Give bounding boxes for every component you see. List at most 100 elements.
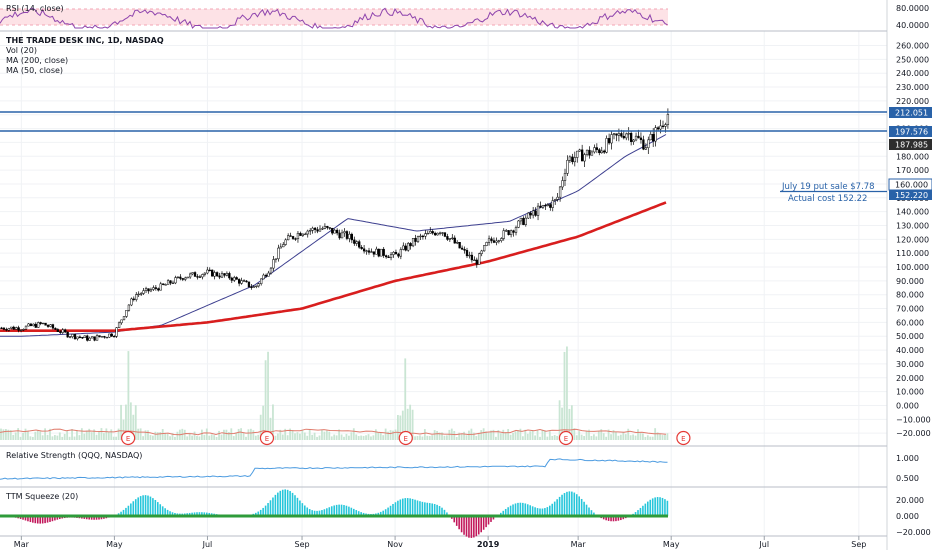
candle-body	[598, 149, 601, 154]
squeeze-bar	[411, 498, 414, 516]
rs-title: Relative Strength (QQQ, NASDAQ)	[6, 451, 142, 460]
candle-body	[321, 228, 324, 230]
candle-body	[333, 229, 336, 234]
volume-bar	[539, 436, 541, 440]
squeeze-bar	[446, 512, 448, 516]
candle-body	[581, 149, 584, 162]
earnings-marker[interactable]	[398, 430, 413, 446]
volume-bar	[289, 428, 291, 440]
volume-bar	[49, 428, 51, 440]
volume-bar	[330, 436, 333, 440]
candle-body	[431, 231, 434, 234]
candle-body	[453, 237, 456, 244]
candlesticks	[0, 108, 670, 342]
earnings-marker[interactable]	[558, 430, 574, 446]
earnings-marker-label: E	[681, 435, 685, 443]
price-panel[interactable]: E E E E E THE TRADE DESK INC, 1D, NASDAQ Vol…	[0, 36, 932, 446]
candle-body	[105, 336, 108, 339]
squeeze-bar	[431, 503, 433, 516]
time-axis-label: Sep	[851, 540, 866, 549]
squeeze-bar	[154, 499, 157, 516]
squeeze-bar	[534, 507, 536, 516]
candle-body	[610, 134, 613, 144]
volume-bar	[210, 434, 213, 440]
squeeze-bar	[654, 497, 656, 516]
volume-bar	[453, 431, 456, 440]
candle-body	[140, 293, 143, 295]
earnings-marker-label: E	[265, 435, 269, 443]
candle-body	[475, 259, 478, 265]
volume-bar	[44, 428, 46, 440]
earnings-marker[interactable]	[121, 430, 136, 446]
earnings-marker[interactable]	[676, 430, 691, 446]
squeeze-bar	[384, 509, 387, 516]
volume-bar	[495, 436, 497, 440]
candle-body	[260, 278, 263, 284]
squeeze-bar	[414, 499, 416, 516]
candle-body	[12, 326, 15, 330]
price-axis: 260.000250.000240.000230.000220.000210.0…	[896, 42, 931, 439]
volume-bar	[176, 431, 179, 440]
squeeze-axis-label: 20.000	[896, 496, 924, 505]
candle-body	[576, 150, 579, 158]
squeeze-bar	[468, 516, 470, 538]
candle-body	[68, 336, 72, 338]
volume-bar	[556, 435, 559, 440]
time-axis-label: Jul	[758, 540, 769, 549]
squeeze-bar	[561, 494, 563, 516]
ttm-squeeze-panel[interactable]: TTM Squeeze (20) 20.000 0.000 −20.000	[0, 489, 931, 538]
candle-body	[350, 233, 354, 241]
candle-body	[360, 246, 363, 250]
rsi-panel[interactable]: RSI (14, close) 80.0000 40.0000	[0, 4, 929, 30]
squeeze-bar	[549, 505, 551, 516]
volume-bar	[568, 408, 571, 440]
candle-body	[620, 133, 623, 137]
candle-body	[86, 335, 89, 341]
candle-body	[593, 147, 596, 153]
candle-body	[27, 323, 30, 327]
volume-bar	[318, 435, 321, 440]
candle-body	[208, 269, 211, 272]
relative-strength-line	[0, 458, 668, 480]
volume-bar	[409, 404, 412, 440]
volume-bar	[377, 432, 380, 440]
actual-cost-annotation[interactable]: Actual cost 152.22	[788, 194, 867, 204]
candle-body	[269, 267, 273, 274]
volume-bar	[585, 430, 588, 440]
relative-strength-panel[interactable]: Relative Strength (QQQ, NASDAQ) 1.000 0.…	[0, 451, 919, 483]
squeeze-bar	[27, 516, 29, 522]
candle-body	[326, 226, 329, 228]
candle-body	[238, 279, 241, 284]
put-sale-annotation[interactable]: July 19 put sale $7.78	[781, 182, 875, 192]
volume-bar	[247, 429, 250, 440]
volume-bar	[661, 435, 664, 440]
candle-body	[485, 242, 488, 246]
candle-body	[487, 238, 491, 243]
squeeze-bar	[502, 510, 505, 516]
volume-bar	[619, 434, 622, 440]
candle-body	[392, 251, 395, 255]
squeeze-bar	[147, 495, 149, 516]
volume-bar	[22, 432, 24, 440]
candle-body	[470, 254, 474, 261]
candle-body	[468, 254, 471, 257]
candle-body	[446, 236, 449, 240]
earnings-marker[interactable]	[259, 430, 275, 446]
candle-body	[492, 240, 496, 243]
price-axis-label: 60.000	[896, 318, 924, 327]
squeeze-bar	[355, 510, 358, 516]
squeeze-bar	[593, 512, 595, 516]
volume-bar	[423, 429, 426, 440]
squeeze-bar	[612, 516, 615, 522]
volume-bar	[259, 414, 262, 440]
price-axis-label: 100.000	[896, 263, 929, 272]
squeeze-bar	[157, 502, 159, 516]
candle-body	[362, 248, 366, 252]
squeeze-bar	[353, 508, 355, 516]
squeeze-bar	[575, 494, 578, 516]
candle-body	[19, 329, 23, 332]
squeeze-bar	[139, 496, 142, 516]
squeeze-bar	[90, 516, 93, 520]
price-axis-label: 130.000	[896, 221, 929, 230]
volume-bar	[468, 430, 470, 440]
